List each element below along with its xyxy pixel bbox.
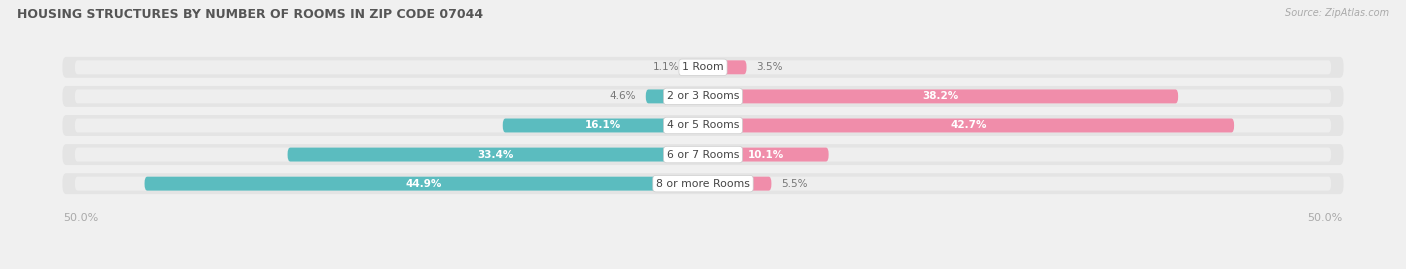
FancyBboxPatch shape	[62, 173, 1344, 194]
FancyBboxPatch shape	[62, 86, 1344, 107]
Legend: Owner-occupied, Renter-occupied: Owner-occupied, Renter-occupied	[572, 266, 834, 269]
Text: HOUSING STRUCTURES BY NUMBER OF ROOMS IN ZIP CODE 07044: HOUSING STRUCTURES BY NUMBER OF ROOMS IN…	[17, 8, 484, 21]
FancyBboxPatch shape	[75, 60, 703, 74]
Text: 44.9%: 44.9%	[405, 179, 441, 189]
FancyBboxPatch shape	[62, 57, 1344, 78]
FancyBboxPatch shape	[62, 144, 1344, 165]
FancyBboxPatch shape	[645, 89, 703, 103]
FancyBboxPatch shape	[703, 60, 747, 74]
FancyBboxPatch shape	[703, 89, 1178, 103]
FancyBboxPatch shape	[703, 119, 1234, 132]
FancyBboxPatch shape	[689, 60, 703, 74]
FancyBboxPatch shape	[288, 148, 703, 162]
FancyBboxPatch shape	[75, 119, 703, 132]
FancyBboxPatch shape	[703, 60, 1331, 74]
Text: 38.2%: 38.2%	[922, 91, 959, 101]
Text: 33.4%: 33.4%	[477, 150, 513, 160]
Text: 16.1%: 16.1%	[585, 121, 621, 130]
Text: 2 or 3 Rooms: 2 or 3 Rooms	[666, 91, 740, 101]
FancyBboxPatch shape	[145, 177, 703, 191]
Text: 4.6%: 4.6%	[609, 91, 636, 101]
FancyBboxPatch shape	[703, 177, 772, 191]
FancyBboxPatch shape	[503, 119, 703, 132]
Text: 42.7%: 42.7%	[950, 121, 987, 130]
Text: 1 Room: 1 Room	[682, 62, 724, 72]
FancyBboxPatch shape	[703, 119, 1331, 132]
Text: 3.5%: 3.5%	[756, 62, 783, 72]
Text: Source: ZipAtlas.com: Source: ZipAtlas.com	[1285, 8, 1389, 18]
Text: 4 or 5 Rooms: 4 or 5 Rooms	[666, 121, 740, 130]
FancyBboxPatch shape	[62, 115, 1344, 136]
Text: 8 or more Rooms: 8 or more Rooms	[657, 179, 749, 189]
FancyBboxPatch shape	[75, 177, 703, 191]
Text: 5.5%: 5.5%	[782, 179, 808, 189]
FancyBboxPatch shape	[703, 148, 1331, 162]
Text: 10.1%: 10.1%	[748, 150, 785, 160]
FancyBboxPatch shape	[75, 89, 703, 103]
Text: 6 or 7 Rooms: 6 or 7 Rooms	[666, 150, 740, 160]
FancyBboxPatch shape	[703, 89, 1331, 103]
Text: 1.1%: 1.1%	[652, 62, 679, 72]
FancyBboxPatch shape	[75, 148, 703, 162]
FancyBboxPatch shape	[703, 148, 828, 162]
FancyBboxPatch shape	[703, 177, 1331, 191]
